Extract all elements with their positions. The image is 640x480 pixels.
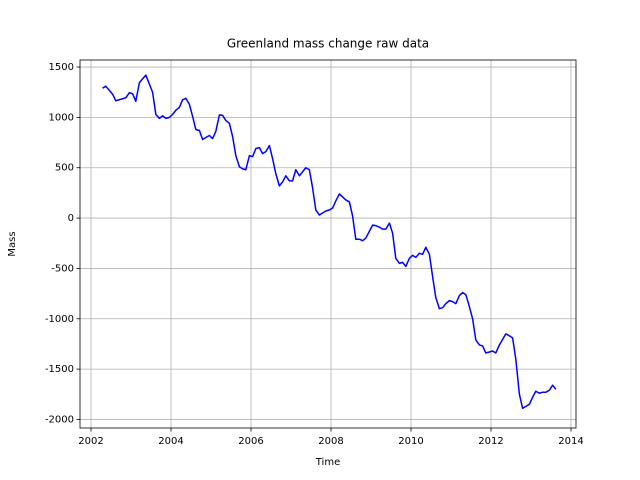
y-tick-label: 500 [55, 163, 74, 174]
x-tick-label: 2004 [158, 436, 183, 447]
x-tick-label: 2002 [78, 436, 103, 447]
x-tick-label: 2008 [318, 436, 343, 447]
x-axis-label: Time [315, 457, 340, 468]
y-tick-label: -1500 [45, 364, 74, 375]
chart-title: Greenland mass change raw data [227, 37, 429, 51]
x-tick-label: 2006 [238, 436, 263, 447]
x-tick-label: 2012 [478, 436, 503, 447]
y-tick-label: 1500 [49, 62, 74, 73]
x-tick-label: 2010 [398, 436, 423, 447]
x-tick-label: 2014 [558, 436, 583, 447]
data-line [102, 74, 557, 410]
y-axis-label: Mass [7, 231, 18, 256]
plot-frame [79, 59, 577, 429]
y-tick-label: -500 [51, 263, 74, 274]
y-tick-label: -1000 [45, 314, 74, 325]
y-tick-label: 0 [68, 213, 74, 224]
y-tick-label: -2000 [45, 414, 74, 425]
y-tick-label: 1000 [49, 112, 74, 123]
